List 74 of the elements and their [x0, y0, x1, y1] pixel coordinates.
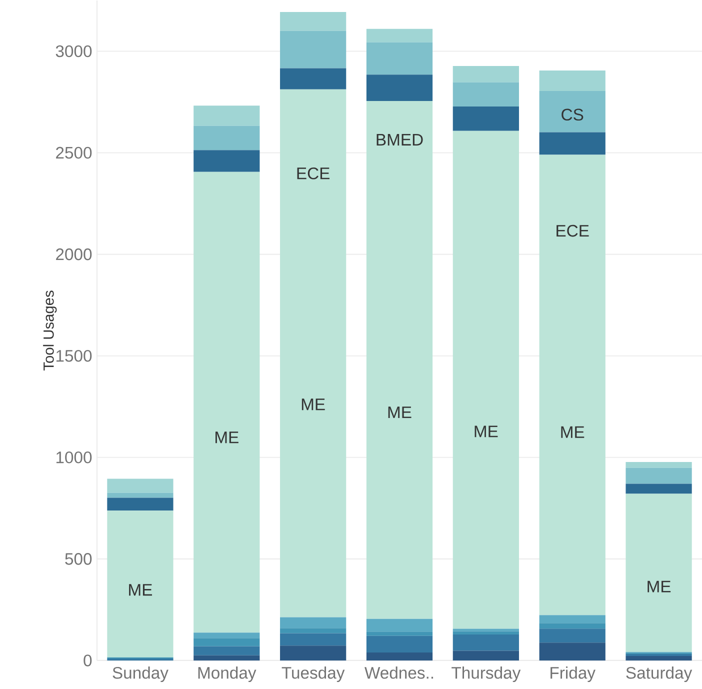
x-tick-label: Monday	[198, 666, 256, 682]
bar	[539, 628, 606, 643]
bar	[107, 498, 174, 511]
annotation: ME	[648, 580, 671, 592]
bar	[280, 89, 346, 618]
bar	[107, 510, 174, 658]
annotation: ECE	[297, 167, 330, 180]
bar	[626, 462, 692, 468]
x-tick-label: Friday	[550, 666, 596, 682]
annotation: ME	[388, 406, 412, 418]
bar	[366, 28, 433, 42]
annotation: ME	[129, 584, 152, 596]
bar	[539, 623, 606, 629]
bar	[280, 628, 346, 634]
bar	[280, 617, 346, 628]
x-tick-label: Tuesday	[282, 666, 345, 682]
y-tick-label: 2500	[56, 146, 92, 159]
bar	[539, 70, 606, 92]
bar	[107, 492, 174, 498]
annotation: ME	[216, 432, 238, 444]
bar	[366, 652, 433, 660]
bar	[194, 655, 260, 660]
bar	[626, 484, 692, 494]
y-tick-label: 1500	[56, 350, 92, 362]
bar	[626, 468, 692, 484]
bar	[194, 632, 260, 638]
bar	[280, 30, 346, 68]
bar	[452, 82, 519, 106]
bar	[452, 634, 519, 651]
bar	[366, 42, 433, 75]
y-tick-label: 3000	[56, 45, 92, 58]
x-tick-label: Thursday	[452, 666, 521, 682]
bar	[366, 636, 433, 653]
bar	[366, 100, 433, 619]
bar	[539, 615, 606, 624]
bar	[452, 130, 519, 629]
annotation: ME	[474, 426, 498, 438]
bar	[452, 650, 519, 660]
y-tick-label: 500	[65, 553, 92, 565]
bar	[366, 618, 433, 632]
y-tick-label: 1000	[56, 452, 92, 464]
bar	[539, 642, 606, 660]
annotation: CS	[562, 108, 584, 121]
x-tick-label: Saturday	[626, 666, 692, 682]
bar	[280, 633, 346, 646]
bar	[366, 632, 433, 636]
y-tick-label: 0	[84, 654, 92, 666]
bar	[539, 132, 606, 155]
bar	[452, 106, 519, 131]
bar	[626, 494, 692, 652]
y-tick-label: 2000	[56, 248, 92, 260]
bar	[366, 74, 433, 101]
bar	[280, 646, 346, 660]
x-tick-label: Sunday	[112, 666, 168, 682]
bar	[452, 66, 519, 82]
bar	[194, 172, 260, 633]
bar	[280, 68, 346, 90]
bar	[280, 12, 346, 31]
bar	[194, 638, 260, 646]
bar	[194, 646, 260, 656]
bar	[194, 106, 260, 126]
bar	[194, 150, 260, 172]
y-axis-title: Tool Usages	[43, 290, 57, 370]
bar	[626, 656, 692, 660]
annotation: BMED	[376, 134, 423, 146]
bar	[107, 478, 174, 493]
annotation: ME	[561, 426, 584, 438]
bar	[194, 126, 260, 150]
annotation: ME	[302, 398, 325, 410]
annotation: ECE	[556, 224, 589, 237]
bar	[539, 91, 606, 132]
bar	[539, 154, 606, 616]
bar	[452, 631, 519, 634]
x-tick-label: Wednes..	[364, 666, 434, 679]
